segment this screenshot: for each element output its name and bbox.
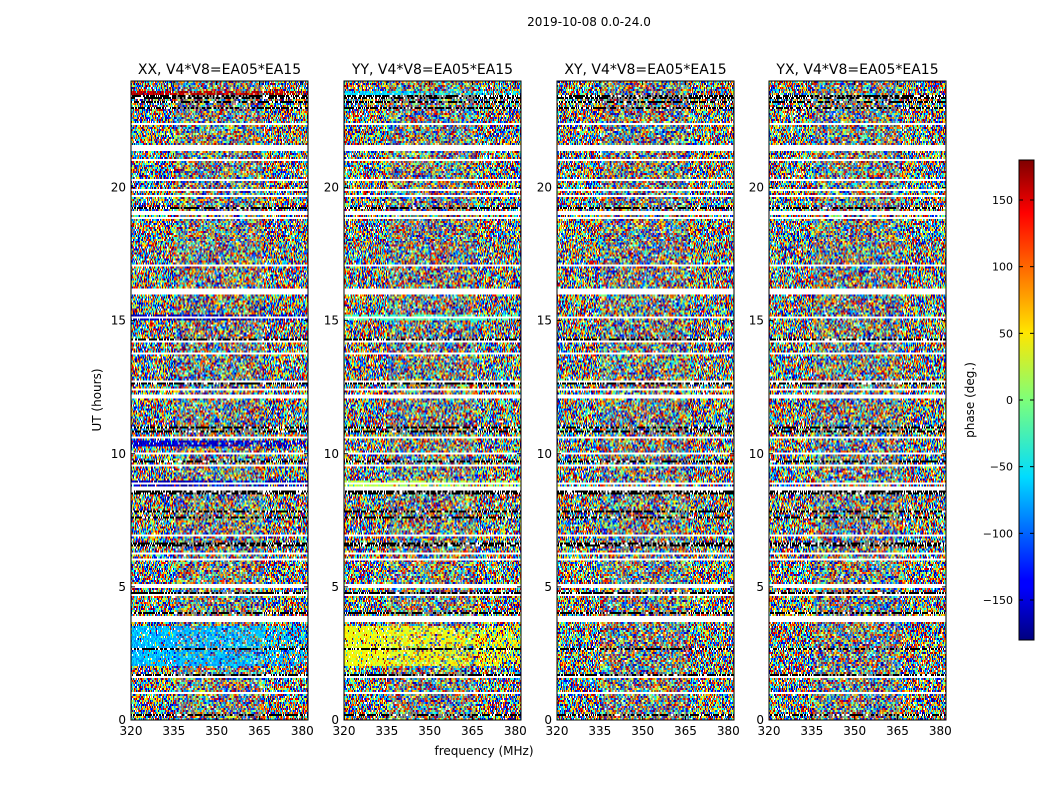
panel-frame bbox=[768, 80, 947, 721]
panel-title: XY, V4*V8=EA05*EA15 bbox=[564, 62, 726, 78]
y-tick-label: 10 bbox=[537, 447, 552, 461]
x-axis-label: frequency (MHz) bbox=[434, 744, 533, 758]
y-tick-label: 20 bbox=[537, 181, 552, 195]
x-tick-label: 335 bbox=[162, 724, 185, 738]
colorbar-tick-label: 150 bbox=[992, 194, 1013, 207]
x-tick-label: 335 bbox=[375, 724, 398, 738]
x-tick-label: 350 bbox=[205, 724, 228, 738]
x-tick-label: 365 bbox=[461, 724, 484, 738]
y-tick-label: 15 bbox=[324, 314, 339, 328]
x-tick-label: 350 bbox=[631, 724, 654, 738]
panel-title: XX, V4*V8=EA05*EA15 bbox=[138, 62, 301, 78]
x-tick-label: 320 bbox=[333, 724, 356, 738]
x-tick-label: 365 bbox=[674, 724, 697, 738]
panel-frame bbox=[556, 80, 735, 721]
x-tick-label: 320 bbox=[758, 724, 781, 738]
x-tick-label: 380 bbox=[291, 724, 314, 738]
phase-heatmap bbox=[344, 81, 521, 720]
y-tick-label: 15 bbox=[111, 314, 126, 328]
panels-group: XX, V4*V8=EA05*EA15 320 335 350 365 380 0 5 10 15… bbox=[111, 62, 952, 738]
x-tick-label: 335 bbox=[800, 724, 823, 738]
panel-xy: XY, V4*V8=EA05*EA15 320 335 350 365 380 0 5 10 15… bbox=[537, 62, 740, 738]
x-tick-label: 365 bbox=[886, 724, 909, 738]
y-tick-label: 0 bbox=[331, 713, 339, 727]
y-tick-label: 20 bbox=[111, 181, 126, 195]
y-tick-label: 5 bbox=[756, 580, 764, 594]
phase-heatmap bbox=[557, 81, 734, 720]
panel-title: YX, V4*V8=EA05*EA15 bbox=[775, 62, 938, 78]
y-axis-label: UT (hours) bbox=[90, 368, 104, 431]
phase-heatmap bbox=[131, 81, 308, 720]
y-tick-label: 20 bbox=[749, 181, 764, 195]
y-tick-label: 0 bbox=[756, 713, 764, 727]
x-tick-label: 380 bbox=[717, 724, 740, 738]
y-tick-label: 15 bbox=[749, 314, 764, 328]
y-tick-label: 5 bbox=[544, 580, 552, 594]
x-tick-label: 335 bbox=[588, 724, 611, 738]
figure-suptitle: 2019-10-08 0.0-24.0 bbox=[527, 15, 651, 29]
colorbar-tick-label: 100 bbox=[992, 261, 1013, 274]
colorbar-tick-label: −100 bbox=[983, 527, 1013, 540]
x-tick-label: 350 bbox=[843, 724, 866, 738]
x-tick-label: 380 bbox=[929, 724, 952, 738]
colorbar: −150 −100 −50 0 50 100 150 bbox=[983, 159, 1035, 641]
panel-xx: XX, V4*V8=EA05*EA15 320 335 350 365 380 0 5 10 15… bbox=[111, 62, 314, 738]
y-tick-label: 10 bbox=[111, 447, 126, 461]
panel-frame bbox=[130, 80, 309, 721]
y-tick-label: 10 bbox=[324, 447, 339, 461]
x-tick-label: 320 bbox=[546, 724, 569, 738]
x-tick-label: 320 bbox=[120, 724, 143, 738]
panel-title: YY, V4*V8=EA05*EA15 bbox=[351, 62, 513, 78]
x-tick-label: 380 bbox=[504, 724, 527, 738]
colorbar-tick-label: −150 bbox=[983, 594, 1013, 607]
colorbar-tick-label: 0 bbox=[1006, 394, 1013, 407]
y-tick-label: 5 bbox=[331, 580, 339, 594]
y-tick-label: 5 bbox=[118, 580, 126, 594]
phase-heatmap bbox=[769, 81, 946, 720]
colorbar-tick-label: −50 bbox=[990, 461, 1013, 474]
panel-frame bbox=[343, 80, 522, 721]
colorbar-tick-label: 50 bbox=[999, 327, 1013, 340]
y-tick-label: 20 bbox=[324, 181, 339, 195]
y-tick-label: 0 bbox=[118, 713, 126, 727]
panel-yy: YY, V4*V8=EA05*EA15 320 335 350 365 380 0 5 10 15… bbox=[324, 62, 527, 738]
y-tick-label: 15 bbox=[537, 314, 552, 328]
panel-yx: YX, V4*V8=EA05*EA15 320 335 350 365 380 0 5 10 15… bbox=[749, 62, 952, 738]
x-tick-label: 350 bbox=[418, 724, 441, 738]
y-tick-label: 0 bbox=[544, 713, 552, 727]
x-tick-label: 365 bbox=[248, 724, 271, 738]
y-tick-label: 10 bbox=[749, 447, 764, 461]
colorbar-label: phase (deg.) bbox=[963, 362, 977, 438]
